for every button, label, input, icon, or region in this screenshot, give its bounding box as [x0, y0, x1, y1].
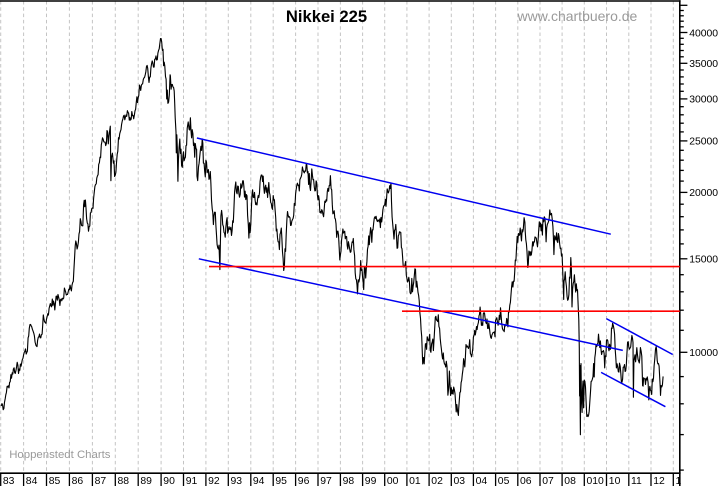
svg-text:90: 90: [163, 476, 175, 486]
svg-text:01: 01: [409, 476, 421, 486]
svg-text:96: 96: [298, 476, 310, 486]
svg-text:08: 08: [564, 476, 576, 486]
svg-text:07: 07: [542, 476, 554, 486]
svg-text:85: 85: [49, 476, 61, 486]
svg-text:93: 93: [231, 476, 243, 486]
svg-text:91: 91: [186, 476, 198, 486]
svg-text:92: 92: [208, 476, 220, 486]
svg-text:35000: 35000: [689, 59, 718, 70]
svg-text:98: 98: [343, 476, 355, 486]
svg-text:25000: 25000: [689, 137, 718, 148]
svg-text:00: 00: [387, 476, 399, 486]
svg-text:30000: 30000: [689, 95, 718, 106]
svg-text:04: 04: [476, 476, 488, 486]
svg-text:06: 06: [520, 476, 532, 486]
svg-text:97: 97: [320, 476, 332, 486]
svg-text:05: 05: [498, 476, 510, 486]
svg-text:40000: 40000: [689, 28, 718, 39]
svg-text:20000: 20000: [689, 188, 718, 199]
svg-text:87: 87: [95, 476, 107, 486]
svg-text:88: 88: [118, 476, 130, 486]
svg-text:99: 99: [365, 476, 377, 486]
svg-text:10000: 10000: [689, 348, 718, 359]
svg-text:83: 83: [3, 476, 15, 486]
svg-text:010: 010: [587, 476, 605, 486]
svg-text:95: 95: [275, 476, 287, 486]
svg-text:www.chartbuero.de: www.chartbuero.de: [517, 8, 638, 24]
svg-text:03: 03: [454, 476, 466, 486]
svg-text:Nikkei 225: Nikkei 225: [286, 7, 367, 26]
svg-text:84: 84: [26, 476, 38, 486]
svg-text:02: 02: [431, 476, 443, 486]
svg-text:94: 94: [253, 476, 265, 486]
svg-text:10: 10: [609, 476, 621, 486]
svg-text:1: 1: [676, 476, 682, 486]
svg-text:15000: 15000: [689, 255, 718, 266]
svg-text:86: 86: [72, 476, 84, 486]
svg-text:Hoppenstedt Charts: Hoppenstedt Charts: [9, 449, 111, 461]
svg-text:12: 12: [653, 476, 665, 486]
svg-text:11: 11: [631, 476, 642, 486]
svg-text:89: 89: [140, 476, 152, 486]
